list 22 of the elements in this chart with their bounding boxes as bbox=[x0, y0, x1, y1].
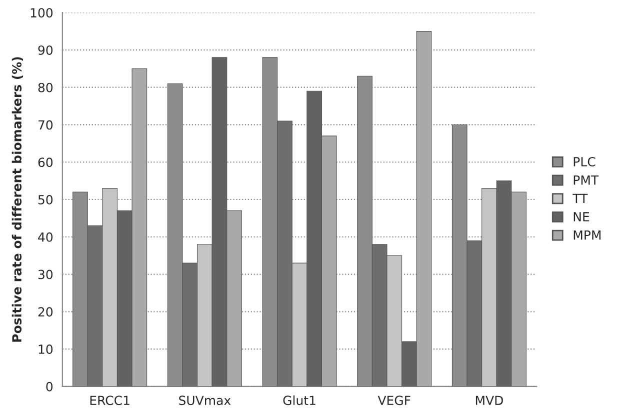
y-tick-label: 40 bbox=[38, 232, 53, 242]
y-tick-label: 80 bbox=[38, 82, 53, 92]
y-tick-label: 90 bbox=[38, 45, 53, 55]
x-tick-label: SUVmax bbox=[179, 396, 231, 406]
y-tick-label: 30 bbox=[38, 270, 53, 280]
y-tick-label: 100 bbox=[30, 8, 53, 18]
x-tick-label: Glut1 bbox=[283, 395, 316, 406]
y-tick-label: 0 bbox=[46, 382, 53, 392]
y-axis-title: Positive rate of different biomarkers (%) bbox=[12, 57, 24, 342]
x-tick-label: ERCC1 bbox=[90, 396, 130, 406]
legend-label: PLC bbox=[574, 156, 596, 166]
x-tick-label: VEGF bbox=[378, 396, 410, 406]
y-tick-label: 60 bbox=[38, 158, 53, 168]
y-tick-label: 70 bbox=[38, 120, 53, 130]
legend-label: MPM bbox=[574, 230, 601, 240]
y-tick-label: 10 bbox=[38, 344, 53, 354]
y-tick-label: 50 bbox=[38, 194, 53, 204]
legend-label: NE bbox=[574, 212, 590, 222]
legend-label: PMT bbox=[574, 175, 599, 185]
x-tick-label: MVD bbox=[476, 396, 503, 405]
y-tick-label: 20 bbox=[38, 307, 53, 317]
legend-label: TT bbox=[572, 194, 588, 203]
